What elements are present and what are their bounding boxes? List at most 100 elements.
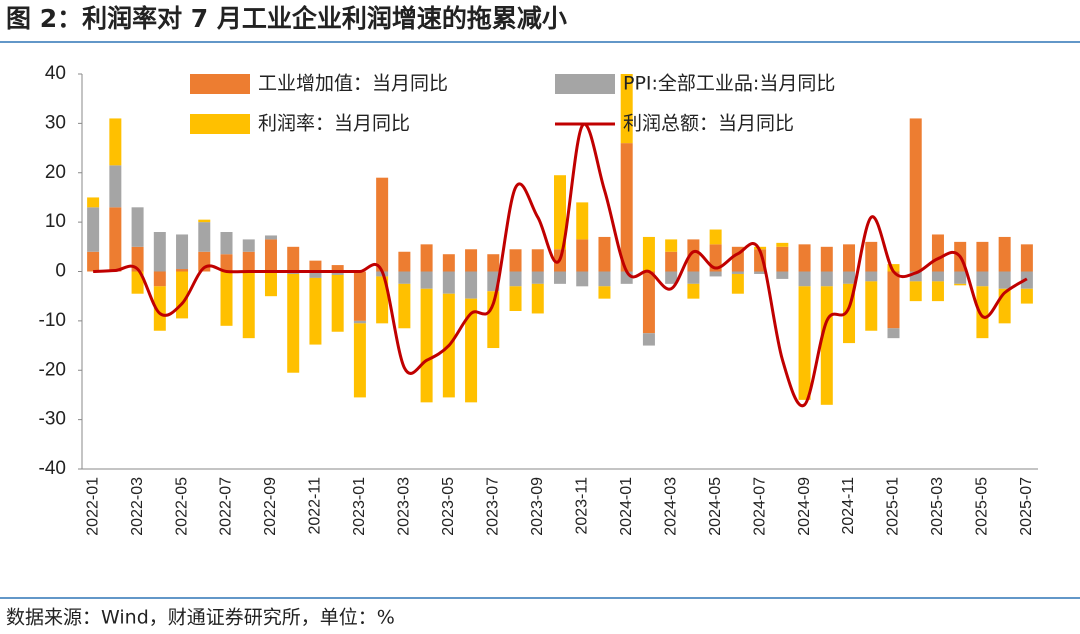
y-tick-label: -10: [39, 310, 66, 331]
bar: [976, 271, 989, 287]
x-tick-label: 2024-03: [662, 477, 679, 536]
bar: [398, 251, 411, 272]
x-tick-label: 2022-05: [173, 477, 190, 536]
bar: [687, 283, 700, 299]
bar: [642, 236, 655, 272]
x-tick-label: 2022-03: [129, 477, 146, 536]
bar: [242, 239, 255, 252]
bar: [131, 207, 144, 247]
bar: [109, 207, 122, 272]
bar: [598, 271, 611, 287]
bar: [353, 320, 366, 324]
legend-label: 利润率：当月同比: [258, 113, 410, 135]
bar: [487, 291, 500, 349]
bar: [465, 271, 478, 299]
bar: [576, 202, 589, 240]
legend-label: 利润总额：当月同比: [623, 113, 794, 135]
bar: [465, 298, 478, 403]
bar: [264, 235, 277, 240]
bar: [1020, 244, 1033, 272]
x-tick-label: 2024-11: [840, 477, 857, 535]
bar: [843, 244, 856, 272]
bar: [976, 286, 989, 339]
bar: [509, 249, 522, 272]
bar: [376, 276, 389, 324]
bar: [931, 234, 944, 272]
bar: [442, 254, 455, 272]
bar: [754, 271, 767, 274]
bar: [109, 165, 122, 208]
bar: [865, 241, 878, 272]
bar: [776, 242, 789, 247]
bar: [198, 222, 211, 252]
bar: [376, 177, 389, 272]
bar: [287, 246, 300, 272]
bar: [420, 271, 433, 289]
bar: [798, 286, 811, 400]
x-tick-label: 2024-05: [707, 477, 724, 536]
bar: [931, 281, 944, 302]
bar: [820, 271, 833, 287]
bar: [531, 283, 544, 314]
bar: [798, 244, 811, 272]
y-tick-label: 20: [45, 162, 66, 183]
bar: [442, 271, 455, 294]
bar: [220, 271, 233, 326]
bar: [687, 239, 700, 272]
bar: [642, 271, 655, 334]
bar: [420, 244, 433, 272]
bar: [331, 265, 344, 272]
y-tick-label: 10: [45, 211, 66, 232]
y-tick-label: -40: [39, 458, 66, 479]
bar: [398, 283, 411, 329]
bar: [865, 271, 878, 282]
bar: [1020, 288, 1033, 304]
bar: [420, 288, 433, 403]
bar: [843, 271, 856, 284]
legend-swatch: [190, 114, 250, 134]
x-tick-label: 2023-11: [573, 477, 590, 535]
bar: [309, 271, 322, 278]
bar: [309, 277, 322, 345]
bar: [87, 251, 100, 272]
bar: [353, 271, 366, 321]
x-tick-label: 2023-05: [440, 477, 457, 536]
bar: [153, 232, 166, 272]
bar: [242, 251, 255, 272]
legend-label: 工业增加值：当月同比: [258, 73, 448, 95]
bar: [398, 271, 411, 284]
bar: [509, 286, 522, 311]
bar: [909, 281, 922, 302]
bar: [153, 286, 166, 331]
y-tick-label: -30: [39, 409, 66, 430]
bar: [820, 246, 833, 272]
bar: [220, 254, 233, 272]
x-tick-label: 2022-07: [218, 477, 235, 536]
bar: [687, 271, 700, 284]
bar: [242, 271, 255, 339]
bar: [776, 271, 789, 279]
bar: [731, 271, 744, 274]
bar: [176, 269, 189, 272]
bar: [531, 271, 544, 284]
bar: [87, 207, 100, 252]
bar: [865, 281, 878, 331]
bar: [709, 244, 722, 272]
bar: [731, 273, 744, 294]
x-tick-label: 2024-01: [618, 477, 635, 536]
bar: [153, 271, 166, 287]
bar: [176, 234, 189, 270]
x-tick-label: 2024-07: [751, 477, 768, 536]
bar: [131, 271, 144, 294]
bar: [465, 249, 478, 272]
bar: [665, 271, 678, 284]
bar: [954, 271, 967, 284]
x-tick-label: 2023-03: [396, 477, 413, 536]
bar: [954, 283, 967, 286]
bar: [509, 271, 522, 287]
x-tick-label: 2022-11: [307, 477, 324, 535]
bar: [220, 232, 233, 255]
bar: [887, 328, 900, 339]
bar: [642, 333, 655, 346]
